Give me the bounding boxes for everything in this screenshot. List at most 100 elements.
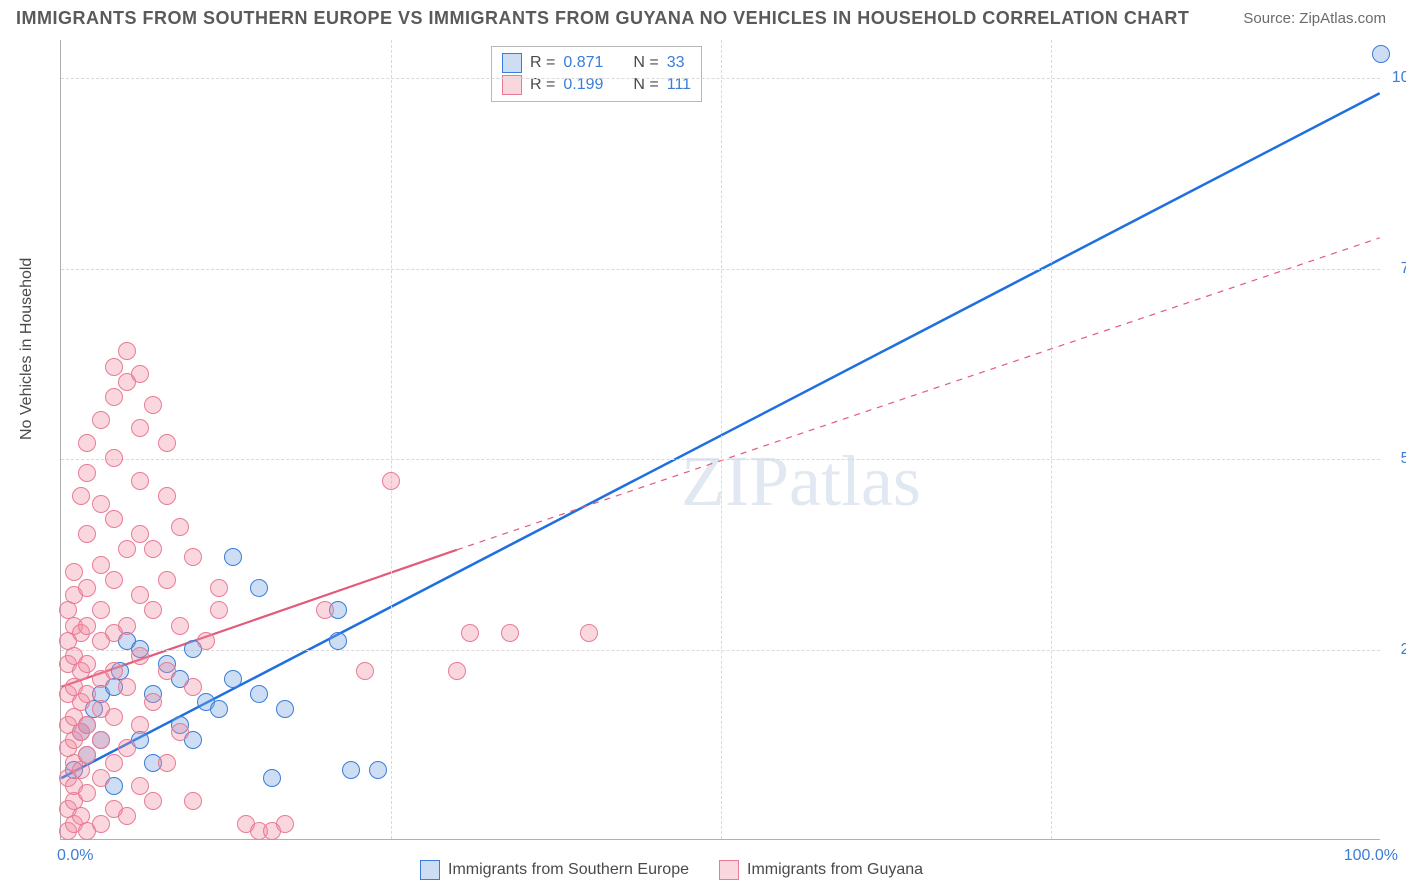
- scatter-point: [72, 487, 90, 505]
- scatter-point: [144, 792, 162, 810]
- scatter-point: [382, 472, 400, 490]
- scatter-point: [131, 525, 149, 543]
- scatter-point: [118, 617, 136, 635]
- scatter-point: [78, 685, 96, 703]
- scatter-point: [184, 792, 202, 810]
- scatter-point: [65, 563, 83, 581]
- scatter-point: [342, 761, 360, 779]
- scatter-point: [92, 815, 110, 833]
- y-tick-label: 25.0%: [1386, 641, 1406, 659]
- scatter-point: [78, 784, 96, 802]
- scatter-point: [105, 662, 123, 680]
- scatter-point: [131, 365, 149, 383]
- scatter-point: [92, 769, 110, 787]
- trend-line: [457, 238, 1380, 550]
- legend-item: Immigrants from Southern Europe: [420, 860, 689, 880]
- source-label: Source:: [1243, 10, 1299, 27]
- scatter-point: [78, 746, 96, 764]
- watermark: ZIPatlas: [681, 440, 921, 523]
- scatter-point: [250, 685, 268, 703]
- scatter-point: [263, 769, 281, 787]
- scatter-point: [184, 678, 202, 696]
- scatter-point: [158, 754, 176, 772]
- legend-label: Immigrants from Guyana: [747, 861, 923, 879]
- scatter-point: [105, 449, 123, 467]
- scatter-point: [78, 464, 96, 482]
- y-axis-label: No Vehicles in Household: [18, 258, 36, 440]
- scatter-point: [171, 617, 189, 635]
- scatter-point: [276, 815, 294, 833]
- scatter-point: [105, 571, 123, 589]
- scatter-point: [461, 624, 479, 642]
- scatter-point: [118, 678, 136, 696]
- r-value: 0.871: [563, 54, 603, 72]
- scatter-point: [356, 662, 374, 680]
- scatter-point: [158, 434, 176, 452]
- scatter-point: [92, 411, 110, 429]
- scatter-point: [105, 754, 123, 772]
- legend-swatch: [420, 860, 440, 880]
- source-value: ZipAtlas.com: [1299, 10, 1386, 27]
- scatter-point: [92, 556, 110, 574]
- scatter-point: [144, 396, 162, 414]
- scatter-point: [144, 540, 162, 558]
- chart-title: IMMIGRANTS FROM SOUTHERN EUROPE VS IMMIG…: [16, 8, 1189, 29]
- scatter-point: [131, 777, 149, 795]
- scatter-point: [105, 510, 123, 528]
- gridline-vertical: [391, 40, 392, 839]
- legend-item: Immigrants from Guyana: [719, 860, 923, 880]
- scatter-point: [158, 571, 176, 589]
- scatter-point: [78, 716, 96, 734]
- scatter-chart: R = 0.871N = 33R = 0.199N = 111 0.0% 100…: [60, 40, 1380, 840]
- y-tick-label: 50.0%: [1386, 450, 1406, 468]
- scatter-point: [92, 601, 110, 619]
- correlation-legend: R = 0.871N = 33R = 0.199N = 111: [491, 46, 702, 102]
- r-label: R =: [530, 54, 555, 72]
- legend-label: Immigrants from Southern Europe: [448, 861, 689, 879]
- scatter-point: [105, 358, 123, 376]
- scatter-point: [131, 647, 149, 665]
- scatter-point: [197, 632, 215, 650]
- scatter-point: [184, 548, 202, 566]
- scatter-point: [224, 548, 242, 566]
- source-attribution: Source: ZipAtlas.com: [1243, 10, 1386, 27]
- scatter-point: [118, 342, 136, 360]
- legend-swatch: [719, 860, 739, 880]
- n-label: N =: [633, 54, 658, 72]
- scatter-point: [329, 632, 347, 650]
- scatter-point: [276, 700, 294, 718]
- legend-swatch: [502, 53, 522, 73]
- scatter-point: [144, 693, 162, 711]
- scatter-point: [118, 739, 136, 757]
- scatter-point: [118, 540, 136, 558]
- series-legend: Immigrants from Southern Europe Immigrant…: [420, 860, 923, 880]
- scatter-point: [158, 487, 176, 505]
- scatter-point: [501, 624, 519, 642]
- x-tick-min: 0.0%: [57, 847, 93, 865]
- scatter-point: [131, 586, 149, 604]
- scatter-point: [78, 579, 96, 597]
- scatter-point: [448, 662, 466, 680]
- gridline-vertical: [721, 40, 722, 839]
- scatter-point: [158, 662, 176, 680]
- scatter-point: [78, 617, 96, 635]
- scatter-point: [224, 670, 242, 688]
- scatter-point: [171, 518, 189, 536]
- watermark-zip: ZIP: [681, 441, 789, 521]
- scatter-point: [78, 434, 96, 452]
- scatter-point: [78, 525, 96, 543]
- y-tick-label: 100.0%: [1386, 69, 1406, 87]
- scatter-point: [78, 655, 96, 673]
- scatter-point: [131, 419, 149, 437]
- scatter-point: [105, 388, 123, 406]
- scatter-point: [369, 761, 387, 779]
- y-tick-label: 75.0%: [1386, 260, 1406, 278]
- scatter-point: [131, 716, 149, 734]
- scatter-point: [210, 579, 228, 597]
- x-tick-max: 100.0%: [1344, 847, 1398, 865]
- scatter-point: [131, 472, 149, 490]
- scatter-point: [580, 624, 598, 642]
- scatter-point: [92, 495, 110, 513]
- scatter-point: [316, 601, 334, 619]
- scatter-point: [171, 723, 189, 741]
